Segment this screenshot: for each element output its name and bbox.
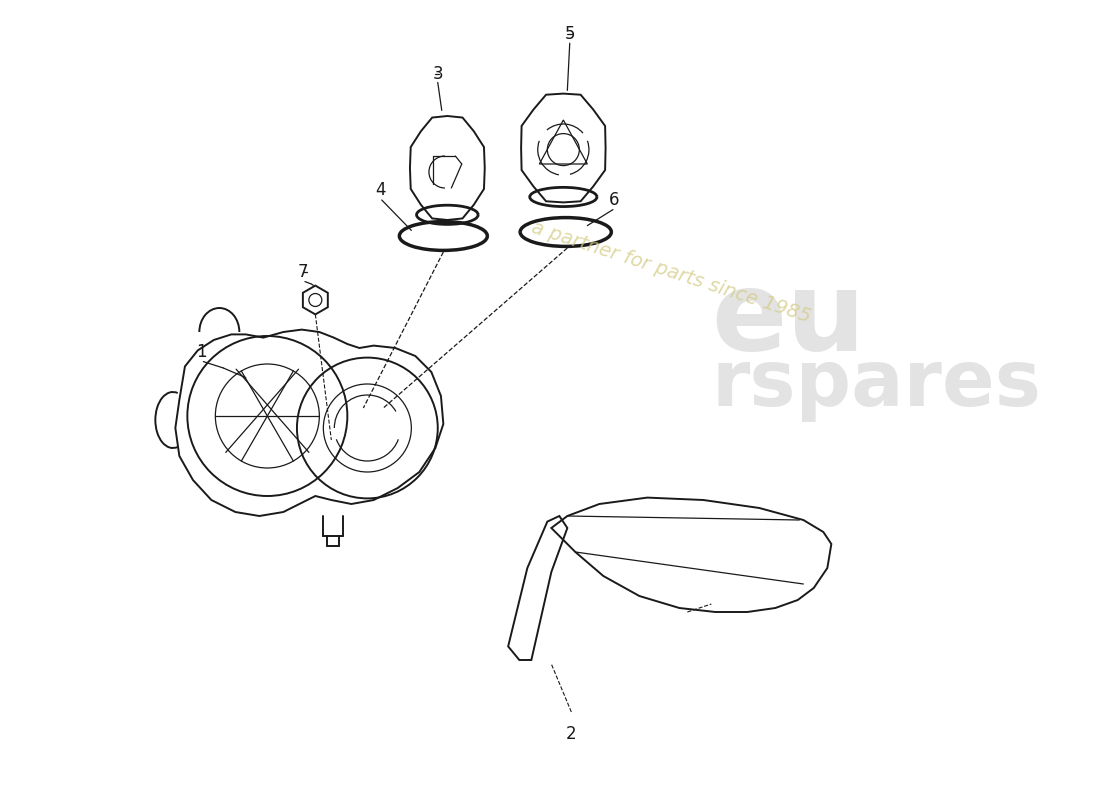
Text: 4: 4 (375, 182, 385, 199)
Text: 1: 1 (197, 343, 207, 361)
Text: a partner for parts since 1985: a partner for parts since 1985 (529, 218, 813, 326)
Text: 7: 7 (298, 263, 309, 281)
Text: 3: 3 (432, 65, 443, 82)
Text: rspares: rspares (712, 346, 1042, 422)
Text: 5: 5 (564, 26, 575, 43)
Text: eu: eu (712, 266, 866, 374)
Text: 6: 6 (608, 191, 619, 209)
Text: 2: 2 (566, 726, 576, 743)
